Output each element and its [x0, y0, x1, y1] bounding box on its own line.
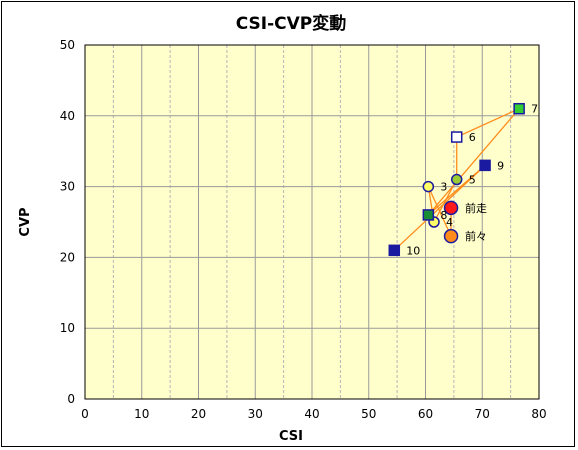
point-label: 3: [440, 181, 447, 194]
x-tick-label: 30: [248, 407, 263, 421]
x-tick-label: 40: [304, 407, 319, 421]
point-label: 8: [440, 209, 447, 222]
connect-line: [456, 108, 520, 138]
chart-title: CSI-CVP変動: [236, 13, 347, 34]
y-tick-labels: 0 10 20 30 40 50: [60, 38, 75, 406]
point-label: 6: [469, 131, 476, 144]
x-tick-label: 50: [361, 407, 376, 421]
y-tick-label: 30: [60, 180, 75, 194]
point-marker: [422, 180, 435, 193]
y-tick-label: 40: [60, 109, 75, 123]
x-tick-label: 20: [191, 407, 206, 421]
point-label: 10: [406, 244, 420, 257]
point-marker: [443, 228, 459, 244]
point-label: 前走: [465, 201, 487, 215]
point-label: 前々: [465, 229, 487, 243]
y-tick-label: 50: [60, 38, 75, 52]
x-tick-label: 10: [134, 407, 149, 421]
x-axis-label: CSI: [279, 429, 303, 444]
x-tick-label: 80: [531, 407, 546, 421]
point-marker: [450, 131, 463, 143]
x-tick-label: 0: [81, 407, 89, 421]
point-marker: [422, 209, 435, 221]
y-tick-label: 10: [60, 321, 75, 335]
point-marker: [443, 200, 459, 216]
point-label: 9: [497, 159, 504, 172]
x-tick-labels: 0 10 20 30 40 50 60 70 80: [81, 407, 546, 421]
axes: [84, 44, 540, 400]
x-tick-label: 70: [475, 407, 490, 421]
connect-line: [393, 164, 486, 251]
point-marker: [513, 102, 525, 115]
data-points: [388, 102, 525, 257]
point-marker: [479, 159, 491, 172]
connect-line: [427, 108, 520, 216]
x-tick-label: 60: [418, 407, 433, 421]
point-marker: [388, 244, 401, 257]
point-label: 7: [531, 103, 538, 116]
point-label: 5: [469, 174, 476, 187]
point-label: 4: [446, 216, 453, 229]
plot-border: [84, 44, 540, 400]
y-tick-label: 20: [60, 250, 75, 264]
y-axis-label: CVP: [18, 207, 33, 236]
point-marker: [450, 173, 463, 186]
y-tick-label: 0: [67, 392, 75, 406]
connecting-lines: [393, 108, 520, 251]
